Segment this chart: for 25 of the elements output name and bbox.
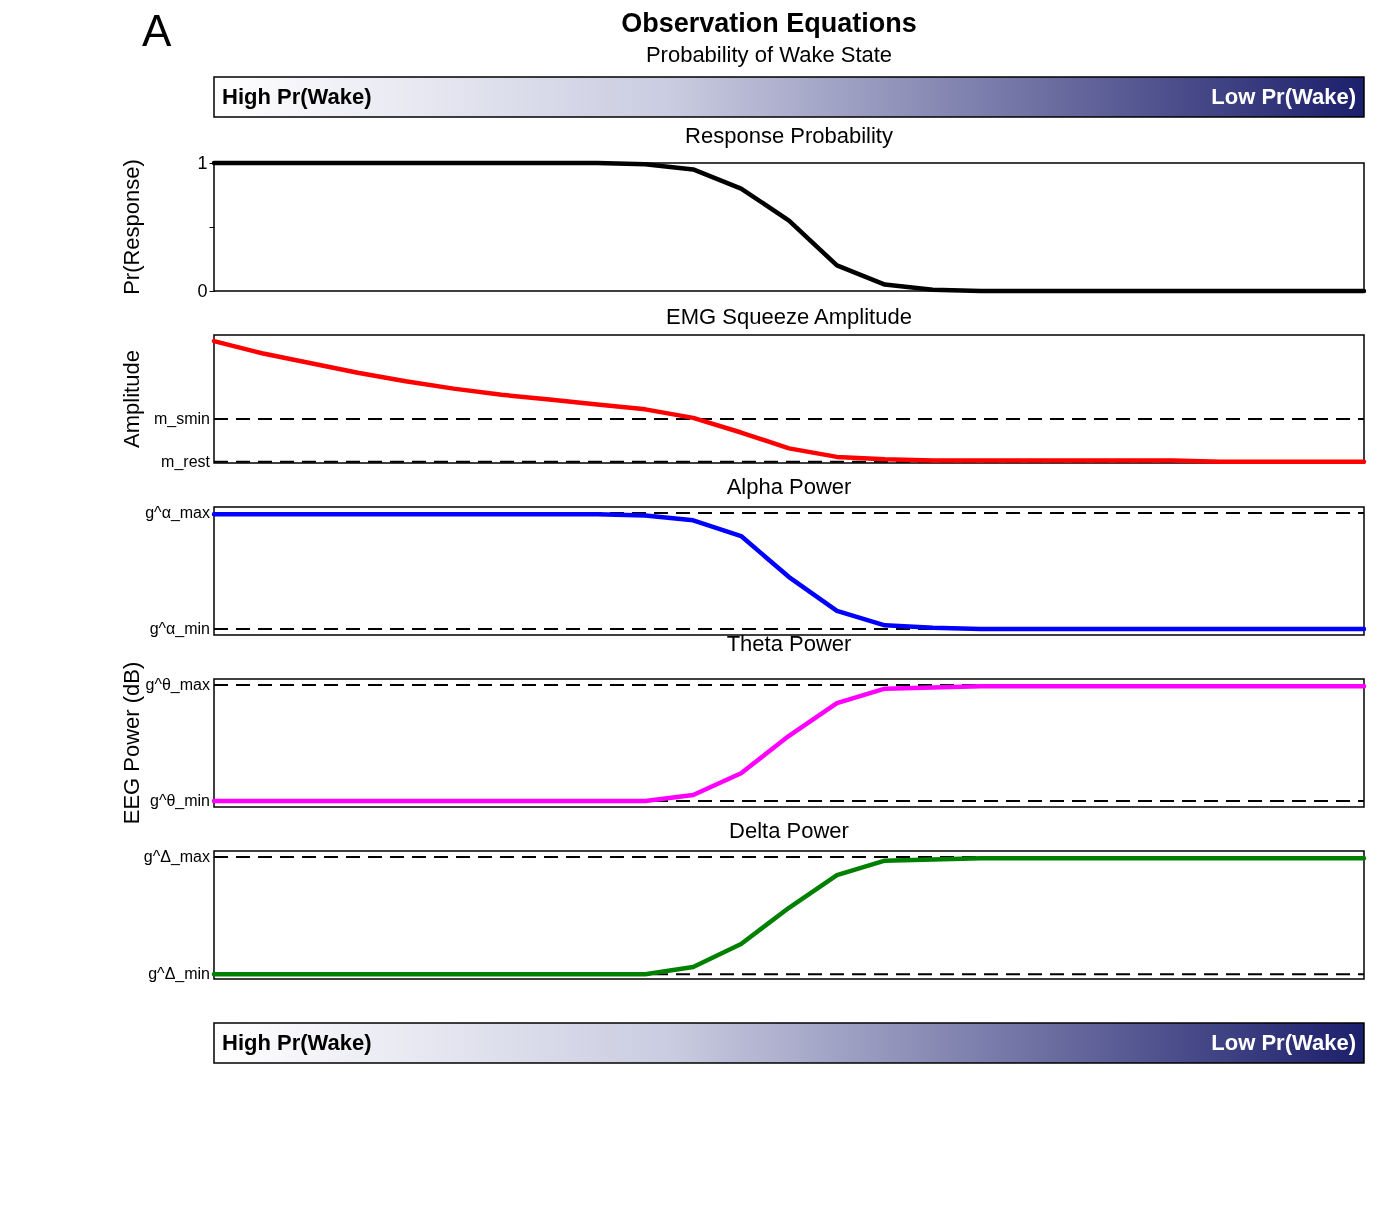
ref-line-label: m_smin xyxy=(153,410,210,429)
text: Observation Equations xyxy=(621,8,917,38)
ref-line-label: g^θ_min xyxy=(150,791,210,810)
text: Low Pr(Wake) xyxy=(1211,1030,1356,1055)
ref-line-label: g^θ_max xyxy=(145,676,210,695)
ref-line-label: m_rest xyxy=(161,452,211,471)
ref-line-label: g^α_min xyxy=(149,619,210,638)
chart-title: Theta Power xyxy=(726,630,852,656)
chart-title: EMG Squeeze Amplitude xyxy=(666,304,912,329)
chart-title: Response Probability xyxy=(685,123,893,148)
ref-line-label: g^Δ_min xyxy=(148,965,210,984)
y-tick-label: 1 xyxy=(197,152,208,173)
y-tick-label: 0 xyxy=(197,280,208,301)
ref-line-label: g^α_max xyxy=(145,504,210,523)
chart-title: Alpha Power xyxy=(726,474,852,500)
y-axis-title: EEG Power (dB) xyxy=(119,661,144,825)
text: Probability of Wake State xyxy=(645,42,893,67)
text: High Pr(Wake) xyxy=(222,84,372,109)
chart-title: Delta Power xyxy=(729,818,849,844)
text: A xyxy=(142,6,172,55)
ref-line-label: g^Δ_max xyxy=(143,848,210,867)
text: High Pr(Wake) xyxy=(222,1030,372,1055)
y-axis-title: Pr(Response) xyxy=(119,159,144,295)
text: Low Pr(Wake) xyxy=(1211,84,1356,109)
y-axis-title: Amplitude xyxy=(119,350,144,448)
